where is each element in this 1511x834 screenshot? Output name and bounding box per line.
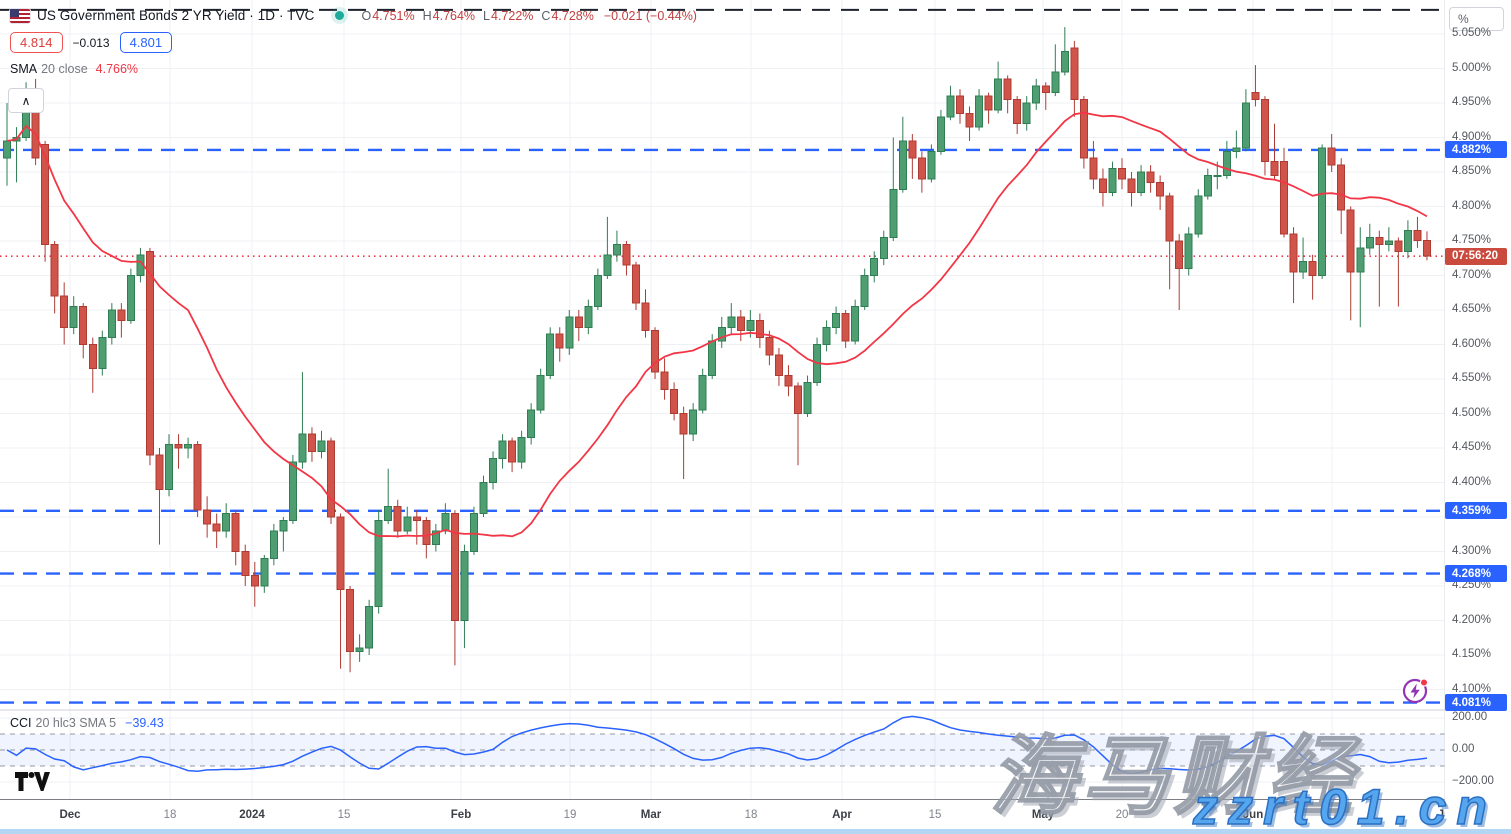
time-axis-tick: 15 [928,809,942,821]
alert-notification-dot [1419,678,1429,687]
price-axis-tick: 4.950% [1452,96,1492,108]
ask-price-box: 4.814 [10,32,63,53]
sma-line[interactable] [6,111,1428,538]
cci-band [0,733,1445,767]
spread-value: −0.013 [72,35,110,50]
close-value: 4.728% [551,8,594,23]
price-axis-tick: 4.500% [1452,406,1492,419]
time-axis-tick: Feb [450,809,472,821]
market-status-icon[interactable] [335,11,345,20]
level-price-label: 4.081% [1445,694,1507,712]
cci-axis-tick: −200.00 [1452,775,1494,787]
time-axis-tick: Dec [59,809,81,821]
grid [0,0,1447,800]
candlestick-series [3,27,1431,673]
cci-line[interactable] [6,715,1428,775]
time-axis-tick: 2024 [239,809,265,821]
price-axis-tick: 4.600% [1452,337,1492,350]
price-axis-tick: 4.100% [1452,682,1492,695]
time-axis-tick: 19 [563,809,577,821]
price-axis-tick: 4.900% [1452,130,1492,143]
price-axis-tick: 4.650% [1452,303,1492,315]
time-axis-tick: 15 [337,809,351,821]
level-price-label: 4.882% [1445,141,1507,159]
price-axis-tick: 4.750% [1452,234,1492,246]
symbol-title[interactable]: US Government Bonds 2 YR Yield · 1D · TV… [37,8,315,23]
time-axis-tick: 17 [1325,809,1339,821]
chevron-up-icon: ∧ [21,93,31,108]
price-axis-tick: 5.000% [1452,61,1492,74]
chart-legend: US Government Bonds 2 YR Yield · 1D · TV… [10,8,697,76]
time-axis-tick: 20 [1115,809,1129,821]
cci-axis-tick: 0.00 [1452,743,1475,755]
tradingview-logo[interactable] [14,770,54,794]
time-axis[interactable]: Dec18202415Feb19Mar18Apr15May20Jun17Jul [0,800,1511,834]
cci-axis-tick: 200.00 [1452,711,1488,723]
sma-legend[interactable]: SMA 20 close 4.766% [10,62,139,76]
pane-collapse-button[interactable]: ∧ [8,88,44,113]
cci-value: −39.43 [125,716,164,730]
countdown-label: 07:56:20 [1445,247,1507,265]
lightning-bolt-icon [1410,683,1420,699]
ohlc-values: O4.751% H4.764% L4.722% C4.728% −0.021 (… [361,8,697,23]
time-axis-tick: May [1031,809,1055,821]
price-axis-tick: 4.700% [1452,268,1492,281]
cci-indicator-legend[interactable]: CCI 20 hlc3 SMA 5 −39.43 [10,716,164,730]
sma-value: 4.766% [95,62,139,76]
price-axis-tick: 5.050% [1452,27,1492,39]
price-axis[interactable]: % 5.050% 5.000% 4.950% 4.900% 4.850% 4.800% 4.… [1445,0,1511,834]
price-axis-tick: 4.300% [1452,544,1492,557]
price-axis-tick: 4.800% [1452,199,1492,212]
level-price-label: 4.359% [1445,502,1507,520]
level-lines[interactable] [0,8,1445,704]
bid-price-box: 4.801 [119,32,173,53]
low-value: 4.722% [491,8,534,23]
price-axis-unit-button[interactable]: % [1449,7,1504,31]
time-axis-tick: Apr [832,809,852,821]
time-axis-tick: Jun [1242,809,1264,821]
open-value: 4.751% [372,8,415,23]
time-axis-tick: 18 [744,809,758,821]
alert-lightning-icon[interactable] [1400,674,1432,706]
price-axis-tick: 4.200% [1452,613,1492,626]
price-axis-tick: 4.150% [1452,648,1492,660]
time-axis-tick: Mar [640,809,662,821]
level-price-label: 4.268% [1445,565,1507,583]
price-axis-tick: 4.450% [1452,441,1492,453]
price-axis-tick: 4.850% [1452,165,1492,177]
price-axis-tick: 4.400% [1452,475,1492,488]
change-value: −0.021 (−0.44%) [603,8,697,23]
time-axis-tick: 18 [163,809,177,821]
high-value: 4.764% [432,8,476,23]
price-axis-tick: 4.550% [1452,372,1492,384]
us-flag-icon [10,8,30,23]
